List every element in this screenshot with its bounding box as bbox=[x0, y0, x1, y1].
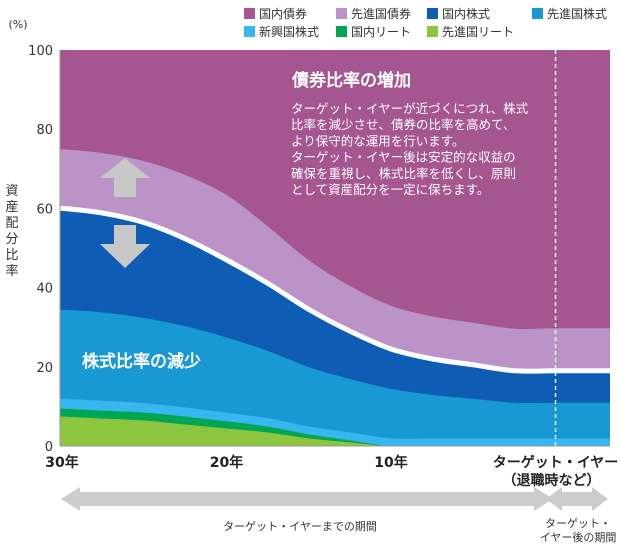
legend-item-先進国株式: 先進国株式 bbox=[532, 6, 607, 21]
legend-item-先進国債券: 先進国債券 bbox=[336, 6, 411, 21]
legend-item-国内リート: 国内リート bbox=[336, 25, 411, 39]
y-tick-label: 0 bbox=[45, 440, 53, 455]
legend-swatch bbox=[244, 8, 255, 19]
stock-decrease-label: 株式比率の減少 bbox=[82, 351, 201, 372]
legend-swatch bbox=[427, 8, 438, 19]
period-before-arrow bbox=[61, 487, 553, 511]
x-tick-label: 20年 bbox=[210, 454, 243, 471]
bond-description-line: 確保を重視し、株式比率を低くし、原則 bbox=[291, 166, 516, 181]
y-axis-title: 分 bbox=[5, 232, 18, 247]
period-after-arrow bbox=[546, 487, 608, 511]
x-tick-label: ターゲット・イヤー bbox=[493, 454, 619, 471]
legend-item-国内株式: 国内株式 bbox=[427, 6, 490, 21]
legend-swatch bbox=[336, 8, 347, 19]
x-tick-sublabel: （退職時など） bbox=[503, 472, 601, 489]
y-tick-label: 100 bbox=[28, 44, 53, 59]
y-axis-title: 比 bbox=[5, 248, 18, 263]
legend-label: 先進国リート bbox=[442, 25, 514, 39]
legend-label: 先進国債券 bbox=[351, 6, 411, 21]
legend-swatch bbox=[427, 26, 438, 37]
decrease-arrow-icon bbox=[100, 225, 150, 268]
y-tick-label: 20 bbox=[36, 361, 53, 376]
chart-overlay bbox=[60, 50, 610, 446]
period-arrows: ターゲット・イヤーまでの期間 ターゲット・イヤー後の期間 bbox=[61, 487, 616, 544]
y-axis-title: 率 bbox=[5, 263, 18, 279]
bond-description-line: として資産配分を一定に保ちます。 bbox=[291, 182, 489, 197]
y-axis-title: 産 bbox=[5, 199, 18, 215]
x-tick-label: 10年 bbox=[374, 454, 407, 471]
legend-item-先進国リート: 先進国リート bbox=[427, 25, 514, 39]
legend-swatch bbox=[244, 26, 255, 37]
y-tick-label: 60 bbox=[36, 202, 53, 217]
period-before-label: ターゲット・イヤーまでの期間 bbox=[223, 520, 377, 533]
y-axis-title: 資 bbox=[5, 184, 18, 199]
legend-item-新興国株式: 新興国株式 bbox=[244, 24, 319, 39]
legend-item-国内債券: 国内債券 bbox=[244, 6, 307, 21]
legend-label: 国内株式 bbox=[442, 6, 490, 21]
bond-description-line: 比率を減少させ、債券の比率を高めて、 bbox=[291, 117, 515, 132]
y-tick-label: 80 bbox=[36, 123, 53, 138]
y-unit-label: (%) bbox=[8, 18, 27, 31]
stacked-areas bbox=[60, 50, 610, 446]
area-国内債券 bbox=[60, 50, 610, 330]
legend-label: 国内債券 bbox=[259, 6, 307, 21]
y-tick-label: 40 bbox=[36, 282, 53, 297]
period-after-label: イヤー後の期間 bbox=[540, 530, 617, 544]
bond-increase-title: 債券比率の増加 bbox=[291, 70, 411, 91]
legend-swatch bbox=[532, 8, 543, 19]
bond-description-line: ターゲット・イヤーが近づくにつれ、株式 bbox=[291, 101, 529, 116]
increase-arrow-icon bbox=[100, 158, 150, 197]
stock-bond-divider bbox=[60, 205, 610, 374]
period-after-label: ターゲット・ bbox=[545, 517, 611, 530]
x-tick-label: 30年 bbox=[45, 454, 78, 471]
x-axis: 30年 20年 10年 ターゲット・イヤー（退職時など） bbox=[45, 445, 619, 489]
y-axis-title: 配 bbox=[5, 216, 18, 231]
bond-description-line: ターゲット・イヤー後は安定的な収益の bbox=[291, 150, 516, 165]
legend-swatch bbox=[336, 26, 347, 37]
bond-description-line: より保守的な運用を行います。 bbox=[291, 133, 465, 148]
legend-label: 先進国株式 bbox=[547, 6, 607, 21]
annotations: 債券比率の増加ターゲット・イヤーが近づくにつれ、株式比率を減少させ、債券の比率を… bbox=[82, 70, 529, 372]
legend-label: 新興国株式 bbox=[259, 24, 319, 39]
legend-label: 国内リート bbox=[351, 25, 411, 39]
